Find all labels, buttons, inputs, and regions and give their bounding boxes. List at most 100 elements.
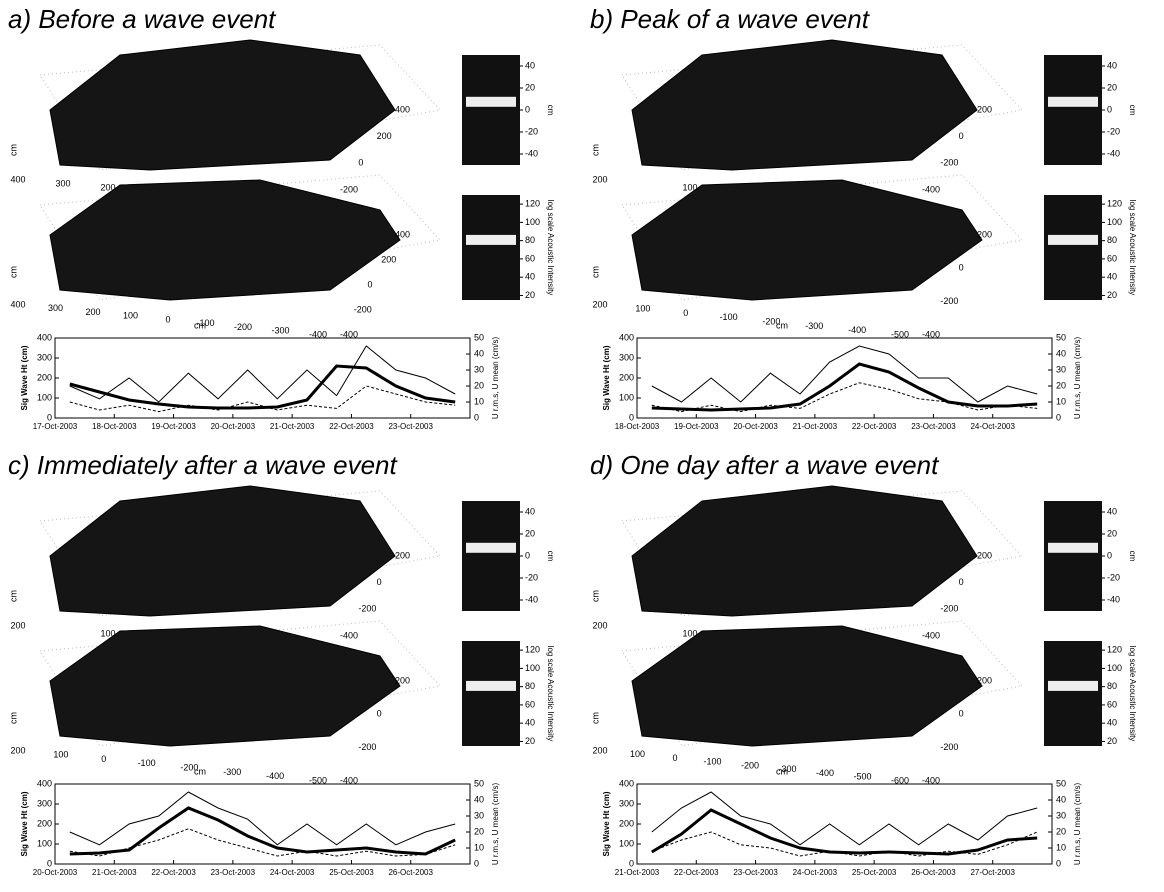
colorbar-tick-label: 60	[1107, 699, 1117, 709]
surface-y-tick-label: 200	[395, 675, 410, 685]
x-tick-label: 27-Oct-2003	[970, 868, 1015, 877]
surface-y-tick-label: -200	[940, 742, 958, 752]
y-tick-label: 400	[619, 332, 634, 342]
y2-tick-label: 0	[474, 858, 479, 868]
colorbar-band	[466, 542, 516, 553]
colorbar-tick-label: 80	[525, 235, 535, 245]
y2-tick-label: 0	[1056, 858, 1061, 868]
x-tick-label: 22-Oct-2003	[852, 422, 897, 431]
x-tick-label: 17-Oct-2003	[33, 422, 78, 431]
y2-axis-label: U r.m.s, U mean (cm/s)	[491, 783, 500, 866]
y-axis-label: Sig Wave Ht (cm)	[602, 345, 611, 410]
surface-x-tick-label: 200	[592, 620, 607, 630]
colorbar-tick-label: 20	[1107, 736, 1117, 746]
surface	[49, 485, 396, 617]
surface-x-tick-label: -500	[853, 772, 871, 782]
y2-tick-label: 10	[1056, 396, 1066, 406]
y2-tick-label: 30	[474, 364, 484, 374]
y2-tick-label: 30	[474, 810, 484, 820]
y2-tick-label: 20	[474, 826, 484, 836]
colorbar	[462, 641, 520, 746]
series-line	[69, 806, 456, 856]
y2-axis-label: U r.m.s, U mean (cm/s)	[491, 337, 500, 420]
y-tick-label: 200	[619, 372, 634, 382]
surface-z-label: cm	[8, 590, 18, 602]
series-line	[69, 385, 456, 413]
surface-x-label: cm	[194, 320, 206, 330]
surface-z-label: cm	[590, 144, 600, 156]
surface	[49, 625, 401, 747]
colorbar-tick-label: 20	[1107, 528, 1117, 538]
surface-y-tick-label: -400	[340, 775, 358, 785]
colorbar-tick-label: 40	[1107, 60, 1117, 70]
surface-x-tick-label: -300	[223, 767, 241, 777]
surface-x-tick-label: -100	[138, 758, 156, 768]
surface-x-tick-label: -100	[703, 757, 721, 767]
surface-x-tick-label: -100	[196, 318, 214, 328]
colorbar	[1044, 195, 1102, 300]
y2-tick-label: 40	[474, 348, 484, 358]
panel-title: d) One day after a wave event	[590, 450, 940, 480]
x-tick-label: 23-Oct-2003	[211, 868, 256, 877]
surface	[631, 485, 978, 617]
surface-z-label: cm	[590, 712, 600, 724]
y2-tick-label: 50	[474, 332, 484, 342]
colorbar-tick-label: -40	[525, 594, 538, 604]
colorbar-tick-label: 20	[525, 736, 535, 746]
colorbar-tick-label: 100	[1107, 217, 1122, 227]
surface-x-tick-label: 100	[123, 311, 138, 321]
y2-tick-label: 20	[1056, 826, 1066, 836]
y2-tick-label: 0	[474, 412, 479, 422]
x-tick-label: 26-Oct-2003	[388, 868, 433, 877]
x-tick-label: 22-Oct-2003	[674, 868, 719, 877]
surface	[49, 39, 396, 171]
x-tick-label: 21-Oct-2003	[615, 868, 660, 877]
colorbar-tick-label: 20	[525, 82, 535, 92]
surface-x-tick-label: 0	[683, 308, 688, 318]
colorbar-tick-label: -20	[525, 126, 538, 136]
surface-x-tick-label: -400	[309, 329, 327, 339]
x-tick-label: 24-Oct-2003	[970, 422, 1015, 431]
x-tick-label: 22-Oct-2003	[329, 422, 374, 431]
y2-tick-label: 30	[1056, 810, 1066, 820]
y2-tick-label: 50	[474, 778, 484, 788]
surface-x-tick-label: -400	[816, 768, 834, 778]
surface-x-tick-label: 200	[100, 182, 115, 192]
colorbar	[462, 55, 520, 165]
surface-x-tick-label: -600	[891, 775, 909, 785]
colorbar-tick-label: 100	[525, 663, 540, 673]
surface-x-tick-label: -400	[848, 325, 866, 335]
surface-x-tick-label: -500	[891, 329, 909, 339]
x-tick-label: 26-Oct-2003	[911, 868, 956, 877]
colorbar-tick-label: -20	[1107, 572, 1120, 582]
surface-x-tick-label: 400	[10, 299, 25, 309]
x-tick-label: 21-Oct-2003	[92, 868, 137, 877]
colorbar-label: log scale Acoustic Intensity	[546, 646, 555, 742]
surface-x-tick-label: 400	[10, 174, 25, 184]
surface-y-tick-label: -400	[922, 184, 940, 194]
surface-y-tick-label: 200	[395, 550, 410, 560]
surface-x-tick-label: 100	[682, 628, 697, 638]
colorbar-band	[1048, 680, 1098, 691]
series-line	[69, 345, 456, 403]
x-tick-label: 23-Oct-2003	[911, 422, 956, 431]
surface	[49, 179, 401, 301]
colorbar	[1044, 501, 1102, 611]
colorbar	[462, 195, 520, 300]
panel: d) One day after a wave event2001002000-…	[590, 450, 1137, 877]
colorbar-tick-label: 80	[1107, 235, 1117, 245]
x-tick-label: 25-Oct-2003	[329, 868, 374, 877]
surface-y-tick-label: 0	[959, 709, 964, 719]
colorbar-label: cm	[1128, 105, 1137, 116]
x-tick-label: 18-Oct-2003	[92, 422, 137, 431]
colorbar-label: cm	[546, 551, 555, 562]
surface-x-tick-label: 200	[592, 174, 607, 184]
y-tick-label: 100	[37, 838, 52, 848]
series-line	[651, 831, 1038, 857]
panel-title: b) Peak of a wave event	[590, 4, 871, 34]
surface-z-label: cm	[8, 712, 18, 724]
colorbar-band	[466, 234, 516, 245]
y-tick-label: 200	[37, 818, 52, 828]
colorbar-tick-label: 40	[525, 506, 535, 516]
surface-x-tick-label: 100	[630, 749, 645, 759]
